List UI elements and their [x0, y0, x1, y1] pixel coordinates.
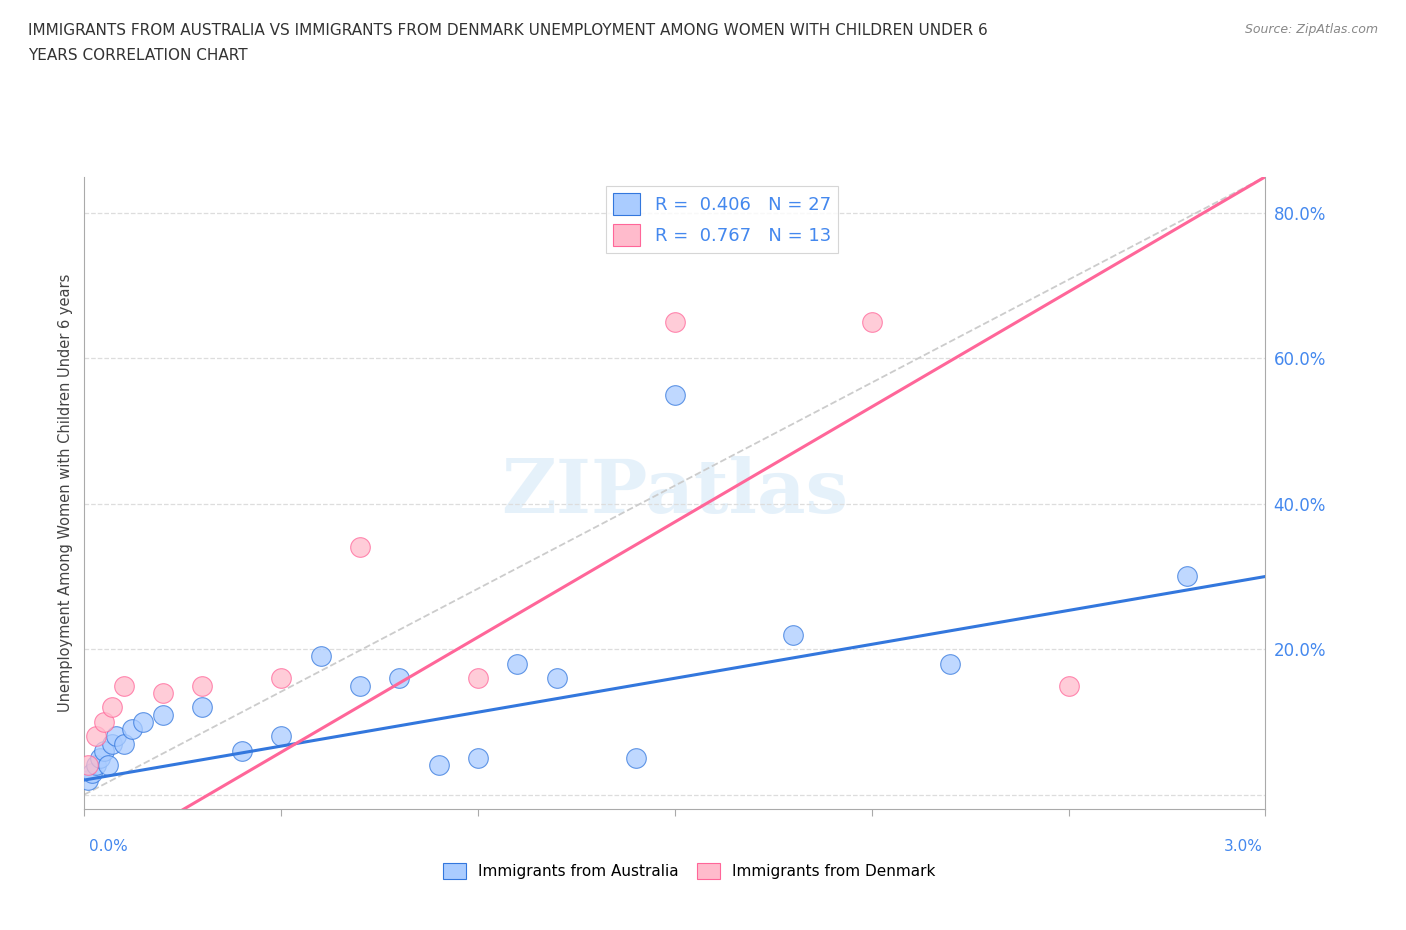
Point [101, 737, 124, 751]
Legend: R =  0.406   N = 27, R =  0.767   N = 13: R = 0.406 N = 27, R = 0.767 N = 13 [606, 186, 838, 253]
Point [270, 671, 292, 685]
Point [1175, 569, 1198, 584]
Point [349, 678, 371, 693]
Text: 0.0%: 0.0% [89, 839, 128, 854]
Text: ZIPatlas: ZIPatlas [502, 457, 848, 529]
Point [309, 649, 332, 664]
Legend: Immigrants from Australia, Immigrants from Denmark: Immigrants from Australia, Immigrants fr… [436, 857, 942, 885]
Point [104, 729, 127, 744]
Point [624, 751, 647, 765]
Point [112, 678, 135, 693]
Point [77, 758, 100, 773]
Point [121, 722, 143, 737]
Point [112, 737, 135, 751]
Point [191, 678, 214, 693]
Point [388, 671, 411, 685]
Point [152, 707, 174, 722]
Text: IMMIGRANTS FROM AUSTRALIA VS IMMIGRANTS FROM DENMARK UNEMPLOYMENT AMONG WOMEN WI: IMMIGRANTS FROM AUSTRALIA VS IMMIGRANTS … [28, 23, 988, 38]
Point [546, 671, 568, 685]
Point [84, 729, 107, 744]
Point [270, 729, 292, 744]
Point [77, 773, 100, 788]
Point [191, 700, 214, 715]
Point [467, 751, 489, 765]
Point [93, 743, 115, 758]
Text: Source: ZipAtlas.com: Source: ZipAtlas.com [1244, 23, 1378, 36]
Point [152, 685, 174, 700]
Point [1057, 678, 1080, 693]
Point [132, 714, 155, 729]
Point [93, 714, 115, 729]
Point [97, 758, 120, 773]
Text: 3.0%: 3.0% [1223, 839, 1263, 854]
Point [664, 387, 686, 402]
Text: YEARS CORRELATION CHART: YEARS CORRELATION CHART [28, 48, 247, 63]
Point [782, 627, 804, 642]
Point [82, 765, 104, 780]
Point [84, 758, 107, 773]
Point [506, 657, 529, 671]
Point [101, 700, 124, 715]
Point [664, 314, 686, 329]
Point [427, 758, 450, 773]
Point [939, 657, 962, 671]
Point [349, 540, 371, 555]
Point [467, 671, 489, 685]
Point [860, 314, 883, 329]
Point [89, 751, 111, 765]
Point [231, 743, 253, 758]
Y-axis label: Unemployment Among Women with Children Under 6 years: Unemployment Among Women with Children U… [58, 273, 73, 712]
